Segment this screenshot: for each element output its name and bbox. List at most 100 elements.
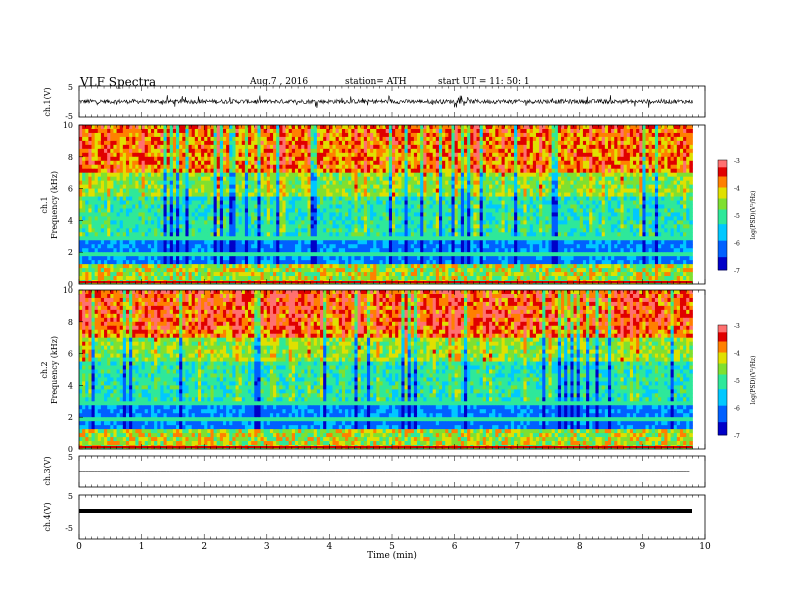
colorbar-tick-label: -3 [734,158,740,165]
colorbar-swatch [718,345,727,348]
ch3-ytick-top: 5 [68,453,73,462]
colorbar-swatch [718,363,727,366]
colorbar-swatch [718,402,727,405]
ch1-colorbar: -3 -4 -5 -6 -7 [717,158,740,275]
colorbar-swatch [718,413,727,416]
colorbar-swatch [718,202,727,205]
colorbar-swatch [718,200,727,203]
colorbar-swatch [718,161,727,165]
colorbar-swatch [718,240,727,243]
colorbar-swatch [718,391,727,394]
colorbar-swatch [718,343,727,346]
colorbar-swatch [718,213,727,216]
colorbar-swatch [718,405,727,408]
x-tick-label: 3 [264,542,270,552]
colorbar-swatch [718,431,727,434]
ch1-colorbar-label: log(PSD)(V²/Hz) [750,191,757,240]
colorbar-swatch [718,160,727,163]
colorbar-swatch [718,429,727,432]
ch2-spectrogram-channel-label: ch.2 [40,361,49,378]
x-tick-label: 8 [577,542,583,552]
colorbar-swatch [718,380,727,383]
colorbar-frame [717,324,728,436]
colorbar-swatch [718,330,727,333]
colorbar-swatch [718,414,727,418]
spectrogram-ytick-label: 6 [68,185,73,194]
spectrogram-ytick-label: 4 [68,381,73,390]
colorbar-swatch [718,216,727,220]
colorbar-swatch [718,264,727,267]
x-tick-label: 7 [514,542,520,552]
colorbar-swatch [718,204,727,207]
colorbar-swatch [718,365,727,368]
colorbar-swatch [718,189,727,192]
spectrogram-ytick-label: 0 [68,280,73,289]
colorbar-swatch [718,367,727,370]
colorbar-swatch [718,359,727,363]
colorbar-swatch [718,403,727,407]
ch4-ytick-top: 5 [68,492,73,501]
colorbar-swatch [718,218,727,221]
colorbar-swatch [718,326,727,330]
ch1-ytick-top: 5 [68,83,73,92]
colorbar-swatch [718,418,727,421]
colorbar-swatch [718,378,727,381]
x-tick-label: 4 [327,542,333,552]
ch2-colorbar-label: log(PSD)(V²/Hz) [750,356,757,405]
station-label: station= ATH [345,77,407,87]
colorbar-swatch [718,422,727,425]
ch4-waveform-panel: 5 -5 ch.4(V) [43,492,706,540]
spectrogram-ytick-label: 2 [68,413,73,422]
colorbar-swatch [718,420,727,423]
colorbar-swatch [718,193,727,196]
colorbar-swatch [718,350,727,353]
colorbar-swatch [718,400,727,403]
colorbar-swatch [718,233,727,236]
colorbar-swatch [718,383,727,386]
colorbar-swatch [718,185,727,188]
colorbar-swatch [718,325,727,328]
colorbar-swatch [718,231,727,234]
colorbar-swatch [718,238,727,242]
colorbar-swatch [718,332,727,335]
colorbar-swatch [718,198,727,201]
colorbar-tick-label: -5 [734,378,740,385]
colorbar-swatch [718,211,727,214]
colorbar-swatch [718,358,727,361]
colorbar-swatch [718,396,727,399]
x-tick-label: 9 [640,542,646,552]
colorbar-tick-label: -7 [734,268,740,275]
colorbar-swatch [718,251,727,254]
colorbar-swatch [718,348,727,352]
colorbar-swatch [718,235,727,238]
colorbar-swatch [718,328,727,331]
ch1-waveform-trace [78,95,693,108]
colorbar-frame [717,159,728,271]
colorbar-swatch [718,244,727,247]
colorbar-swatch [718,260,727,264]
ch3-waveform-ylabel: ch.3(V) [43,456,52,485]
colorbar-swatch [718,416,727,419]
ch1-ytick-bottom: -5 [65,112,73,121]
colorbar-swatch [718,222,727,225]
colorbar-swatch [718,374,727,377]
ch1-spectrogram-ylabel: Frequency (kHz) [50,171,59,239]
colorbar-swatch [718,262,727,265]
colorbar-swatch [718,174,727,177]
colorbar-swatch [718,226,727,229]
ch4-waveform-frame [78,494,706,540]
colorbar-swatch [718,196,727,199]
ch2-spectrogram-ylabel: Frequency (kHz) [50,336,59,404]
colorbar-swatch [718,433,727,436]
spectrogram-ytick-label: 10 [63,286,73,295]
colorbar-tick-label: -7 [734,433,740,440]
colorbar-swatch [718,341,727,344]
colorbar-swatch [718,180,727,183]
colorbar-swatch [718,178,727,181]
x-tick-label: 2 [201,542,207,552]
colorbar-tick-label: -3 [734,323,740,330]
ch1-spectrogram-channel-label: ch.1 [40,196,49,213]
colorbar-swatch [718,171,727,174]
colorbar-swatch [718,268,727,271]
